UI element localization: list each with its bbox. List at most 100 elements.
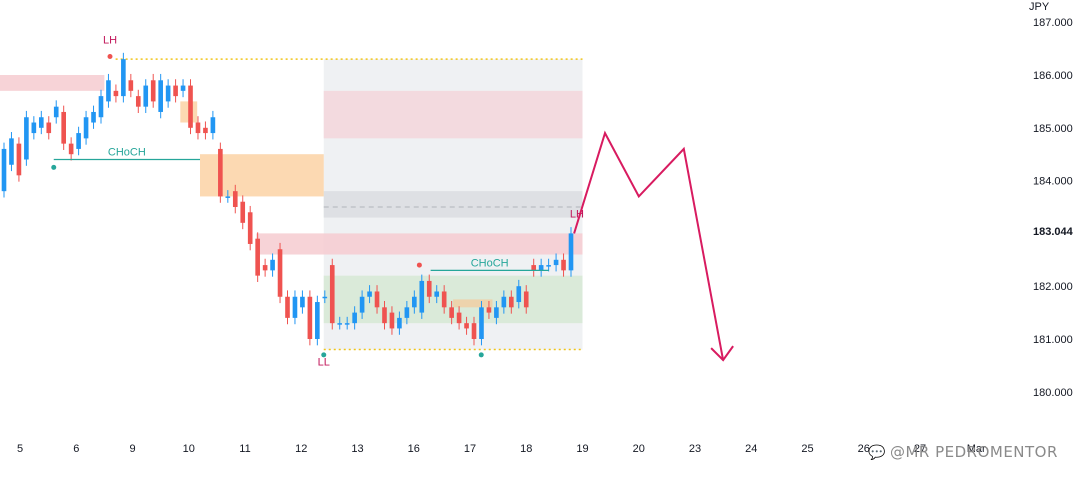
candle xyxy=(232,191,238,207)
price-tick: 180.000 xyxy=(1033,387,1073,399)
swing-dot xyxy=(416,262,422,268)
swing-dot xyxy=(478,352,484,358)
candle xyxy=(106,80,111,102)
candle xyxy=(143,85,149,107)
candle xyxy=(553,259,559,266)
time-tick: 24 xyxy=(745,443,757,455)
candle xyxy=(68,143,74,155)
candle xyxy=(538,265,544,271)
candle xyxy=(337,323,343,325)
projection-arrowhead xyxy=(710,345,734,362)
candle xyxy=(128,80,134,91)
candle xyxy=(456,312,462,324)
candle xyxy=(135,96,141,107)
price-axis-background xyxy=(1022,0,1080,430)
candle xyxy=(516,286,522,303)
supply-zone xyxy=(323,90,583,139)
candle xyxy=(180,85,186,91)
candle xyxy=(367,291,372,297)
candle xyxy=(113,90,119,97)
chat-icon: 💬 xyxy=(868,445,886,461)
swing-dot xyxy=(107,54,113,60)
candle xyxy=(98,96,104,118)
price-tick: 185.000 xyxy=(1033,123,1073,135)
candle xyxy=(397,317,402,329)
supply-zone xyxy=(0,75,105,91)
candle xyxy=(486,307,492,313)
swing-dot xyxy=(51,164,57,170)
candle xyxy=(16,143,22,176)
candle xyxy=(352,312,357,324)
candle xyxy=(83,117,89,139)
choch-label: CHoCH xyxy=(108,146,146,158)
candle xyxy=(31,122,37,134)
swing-dot xyxy=(321,352,327,358)
candle xyxy=(374,291,380,308)
candle xyxy=(195,122,201,134)
candle xyxy=(389,312,395,329)
time-tick: 16 xyxy=(408,443,420,455)
candle xyxy=(165,85,171,102)
candle xyxy=(24,117,29,160)
candle xyxy=(531,265,537,271)
current-price-label: 183.044 xyxy=(1033,226,1074,238)
candle xyxy=(188,85,193,128)
candle xyxy=(255,238,260,276)
time-tick: Mar xyxy=(967,443,986,455)
candle xyxy=(404,307,410,318)
range-lines-layer xyxy=(115,58,583,351)
price-tick: 184.000 xyxy=(1033,176,1073,188)
time-tick: 25 xyxy=(801,443,813,455)
candle xyxy=(315,302,320,339)
candle xyxy=(1,148,7,192)
projection-path xyxy=(573,130,725,361)
candle xyxy=(203,127,208,134)
candle xyxy=(38,117,44,128)
candle xyxy=(494,307,499,318)
candle xyxy=(121,59,126,97)
time-tick: 10 xyxy=(183,443,195,455)
swing-label: LH xyxy=(103,34,117,46)
time-tick: 17 xyxy=(464,443,476,455)
time-tick: 5 xyxy=(17,443,23,455)
time-tick: 12 xyxy=(295,443,307,455)
equilibrium-zone xyxy=(323,191,583,218)
candle xyxy=(471,323,477,339)
time-tick: 26 xyxy=(858,443,870,455)
candle xyxy=(46,122,52,134)
choch-label: CHoCH xyxy=(471,257,509,269)
time-tick: 27 xyxy=(914,443,926,455)
time-tick: 23 xyxy=(689,443,701,455)
supply-zone xyxy=(256,233,583,255)
candles-layer xyxy=(1,52,574,346)
candle xyxy=(150,80,156,102)
watermark: 💬 @MR PEDROMENTOR xyxy=(868,443,1058,461)
candle xyxy=(292,296,298,318)
time-axis: 5 6 9 10 11 12 13 16 17 18 19 20 23 24 25 26 27 Mar xyxy=(17,443,986,455)
candle xyxy=(344,323,350,325)
candle xyxy=(561,259,566,271)
candle xyxy=(322,296,328,299)
candle xyxy=(501,296,507,308)
candle xyxy=(441,291,447,308)
candle xyxy=(262,265,268,271)
candle xyxy=(426,280,432,297)
price-tick: 181.000 xyxy=(1033,334,1073,346)
time-tick: 11 xyxy=(239,443,250,455)
time-tick: 6 xyxy=(73,443,79,455)
candle xyxy=(300,296,305,308)
candle xyxy=(76,133,81,149)
zones-layer xyxy=(0,59,583,350)
orderblock-zone xyxy=(453,299,493,308)
time-tick: 20 xyxy=(633,443,645,455)
candle xyxy=(270,259,275,271)
candle xyxy=(53,106,59,118)
price-tick: 187.000 xyxy=(1033,17,1073,29)
time-tick: 19 xyxy=(576,443,588,455)
price-axis: 187.000 186.000 185.000 184.000 183.044 182.0… xyxy=(1022,0,1080,430)
candle xyxy=(240,201,246,223)
candle xyxy=(61,111,66,144)
candle xyxy=(568,233,574,271)
